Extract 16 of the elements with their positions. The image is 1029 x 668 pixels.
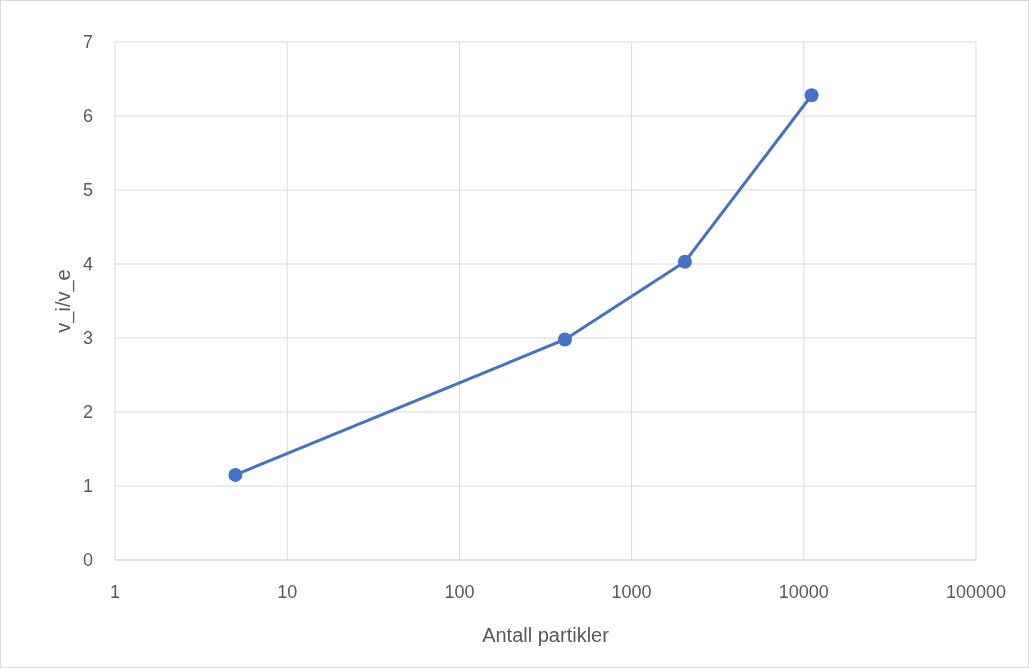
y-tick-label: 0: [82, 550, 93, 571]
x-tick-label: 10000: [778, 582, 829, 602]
y-tick-label: 4: [82, 254, 93, 275]
x-tick-label: 100: [444, 582, 475, 602]
x-tick-label: 1: [109, 582, 121, 602]
y-axis-title: v_i/v_e: [52, 269, 75, 333]
x-tick-label: 100000: [945, 582, 1007, 602]
x-axis-title: Antall partikler: [482, 624, 610, 646]
y-tick-label: 1: [82, 476, 93, 497]
y-tick-label: 5: [82, 180, 93, 201]
y-tick-label: 3: [82, 328, 93, 349]
y-tick-label: 6: [82, 106, 93, 127]
x-tick-label: 1000: [611, 582, 652, 602]
y-tick-label: 2: [82, 402, 93, 423]
y-tick-label: 7: [82, 32, 93, 53]
x-tick-label: 10: [277, 582, 298, 602]
